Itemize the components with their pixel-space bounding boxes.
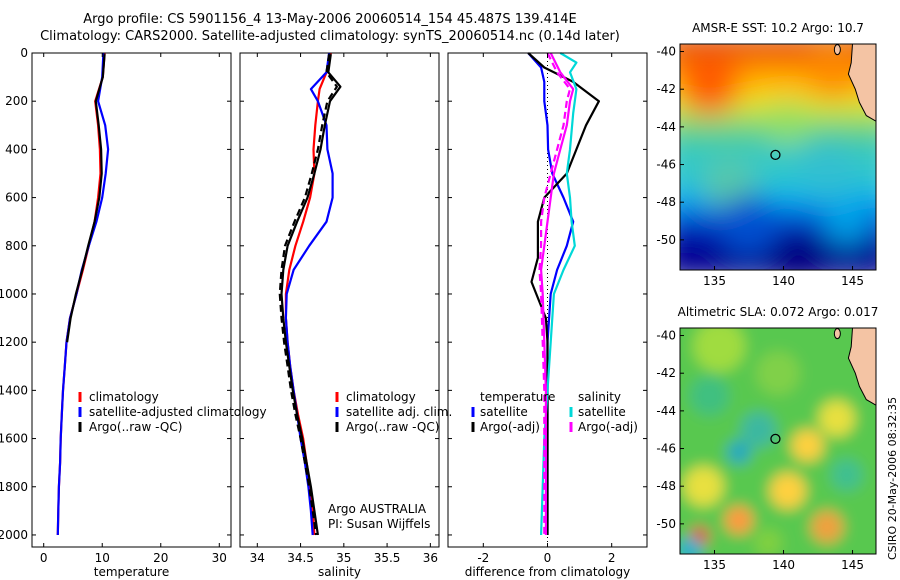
ytick-label: 1400	[0, 383, 28, 397]
ytick-label: 600	[5, 191, 28, 205]
xtick-label: 145	[841, 274, 864, 288]
sst-map-field	[680, 44, 876, 270]
xtick-label: 20	[153, 551, 168, 565]
xtick-label: 2	[608, 551, 616, 565]
xtick-label: 0	[544, 551, 552, 565]
legend-entry: climatology	[89, 390, 159, 404]
ytick-label: -48	[656, 195, 676, 209]
xtick-label: -2	[477, 551, 489, 565]
xtick-label: 35	[336, 551, 351, 565]
legend-entry: satellite-adjusted climatology	[89, 405, 267, 419]
legend-entry: satellite	[578, 405, 626, 419]
salinity-xlabel: salinity	[318, 565, 361, 579]
sla-map-field	[680, 328, 876, 554]
ytick-label: -44	[656, 404, 676, 418]
ytick-label: 0	[20, 46, 28, 60]
figure-title-line1: Argo profile: CS 5901156_4 13-May-2006 2…	[83, 12, 577, 27]
sst-map-axes-frame	[679, 43, 877, 271]
ytick-label: -42	[656, 82, 676, 96]
xtick-label: 145	[841, 558, 864, 572]
float-position-marker	[770, 433, 781, 445]
chart-annotation: Argo AUSTRALIA	[328, 502, 427, 516]
ytick-label: -46	[656, 442, 676, 456]
figure-title-line2: Climatology: CARS2000. Satellite-adjuste…	[40, 29, 620, 44]
temperature-series-1	[56, 52, 110, 536]
island	[833, 328, 841, 340]
sla-map-title: Altimetric SLA: 0.072 Argo: 0.017	[678, 305, 879, 319]
ytick-label: 400	[5, 142, 28, 156]
xtick-label: 140	[772, 558, 795, 572]
ytick-label: -40	[656, 45, 676, 59]
salinity-chart: 34 34.5 35 35.5 36 salinity climatologysatelli…	[239, 52, 452, 579]
temperature-chart: 0 200 400 600 800 1000 1200 1400 1600 1800 2000 0 10…	[0, 46, 267, 579]
legend-entry: Argo(-adj)	[480, 420, 540, 434]
ytick-label: 1200	[0, 335, 28, 349]
xtick-label: 10	[95, 551, 110, 565]
legend-entry: salinity	[578, 390, 621, 404]
difference-series-3	[540, 52, 575, 535]
land-mass	[847, 328, 876, 406]
salinity-series-2	[280, 54, 342, 536]
xtick-label: 135	[703, 558, 726, 572]
ytick-label: -46	[656, 158, 676, 172]
xtick-label: 36	[423, 551, 438, 565]
xtick-label: 0	[40, 551, 48, 565]
difference-xlabel: difference from climatology	[465, 565, 631, 579]
xtick-label: 30	[212, 551, 227, 565]
legend-entry: satellite	[480, 405, 528, 419]
sla-map-axes-frame	[679, 327, 877, 555]
sst-map-chart: AMSR-E SST: 10.2 Argo: 10.7 135 140 145 -40 -…	[656, 21, 877, 288]
ytick-label: 1800	[0, 480, 28, 494]
ytick-label: 2000	[0, 528, 28, 542]
float-position-marker	[770, 149, 781, 161]
xtick-label: 135	[703, 274, 726, 288]
temperature-xlabel: temperature	[94, 565, 169, 579]
ytick-label: 1000	[0, 287, 28, 301]
xtick-label: 34	[250, 551, 265, 565]
temperature-series-2	[66, 54, 106, 343]
ytick-label: 200	[5, 94, 28, 108]
ytick-label: 800	[5, 239, 28, 253]
ytick-label: -48	[656, 479, 676, 493]
legend-entry: temperature	[480, 390, 555, 404]
legend-entry: satellite adj. clim.	[346, 405, 452, 419]
temperature-axes-frame	[31, 52, 232, 548]
land-mass	[847, 44, 876, 122]
ytick-label: 1600	[0, 432, 28, 446]
ytick-label: -50	[656, 517, 676, 531]
difference-series-4	[538, 52, 572, 535]
legend-entry: climatology	[346, 390, 416, 404]
sst-map-title: AMSR-E SST: 10.2 Argo: 10.7	[692, 21, 864, 35]
legend-entry: Argo(-adj)	[578, 420, 638, 434]
xtick-label: 140	[772, 274, 795, 288]
legend-entry: Argo(..raw -QC)	[89, 420, 182, 434]
chart-annotation: PI: Susan Wijffels	[328, 517, 430, 531]
ytick-label: -44	[656, 120, 676, 134]
xtick-label: 34.5	[287, 551, 314, 565]
temperature-series-0	[56, 52, 106, 536]
xtick-label: 35.5	[374, 551, 401, 565]
ytick-label: -40	[656, 329, 676, 343]
legend-entry: Argo(..raw -QC)	[346, 420, 439, 434]
island	[833, 44, 841, 56]
salinity-axes-frame	[239, 52, 440, 548]
salinity-series-3	[278, 54, 338, 536]
sla-map-chart: Altimetric SLA: 0.072 Argo: 0.017 135 140 1…	[656, 305, 879, 572]
ytick-label: -42	[656, 366, 676, 380]
ytick-label: -50	[656, 233, 676, 247]
